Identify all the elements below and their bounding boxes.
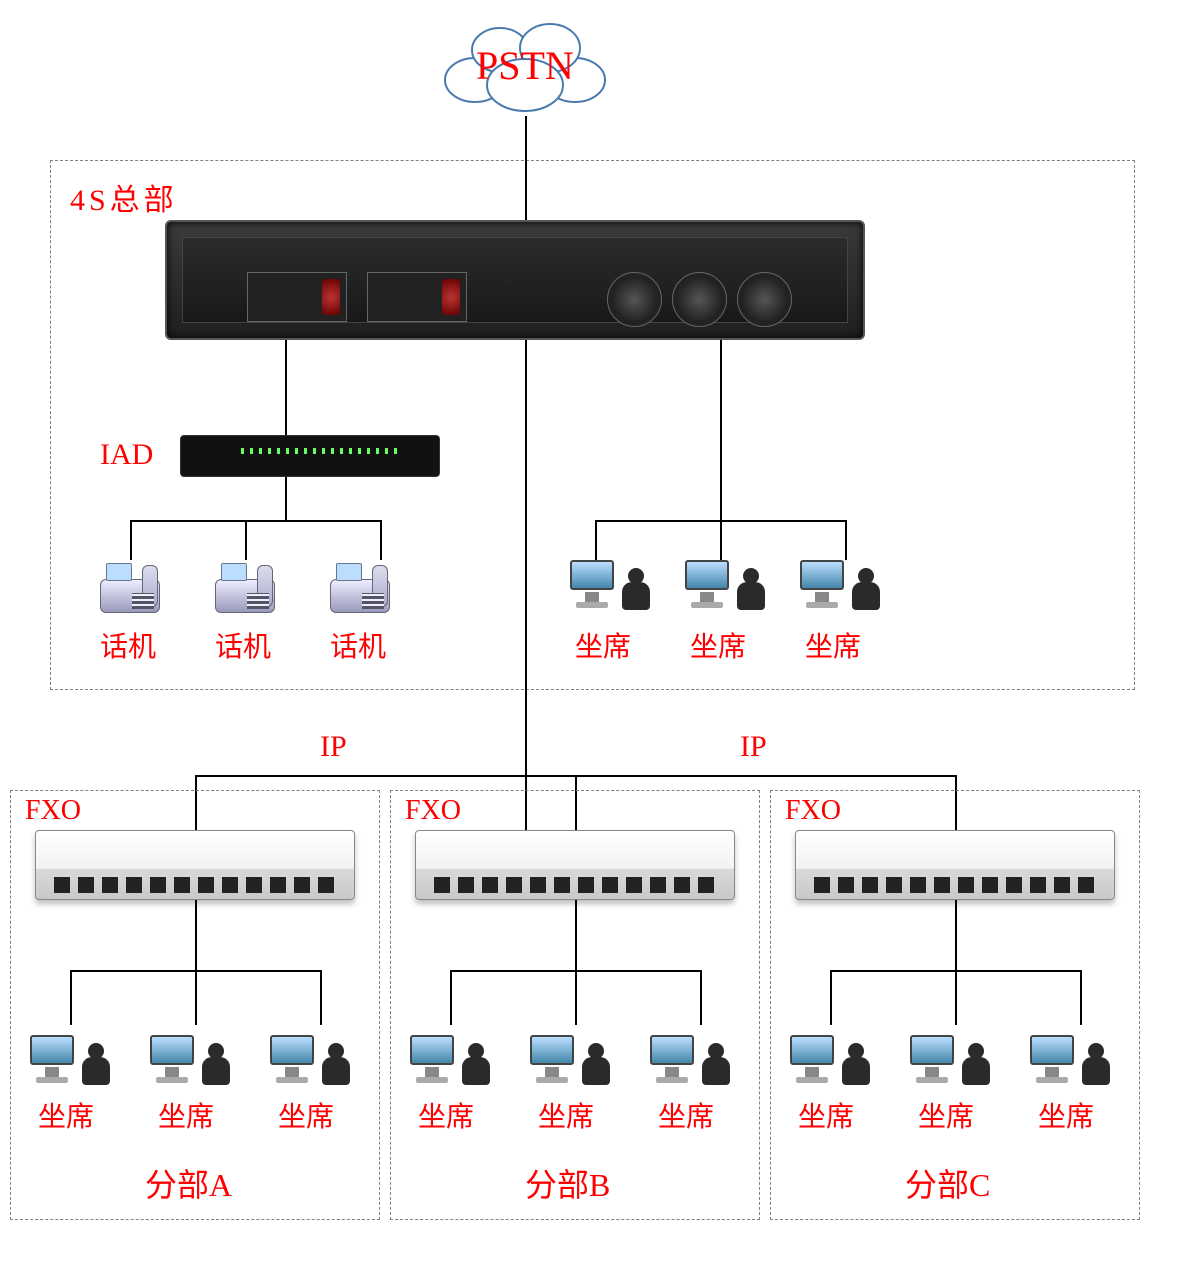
ip-label: IP xyxy=(740,730,767,764)
agent-icon xyxy=(910,1035,990,1090)
agent-icon xyxy=(530,1035,610,1090)
agent-icon xyxy=(790,1035,870,1090)
fxo-label: FXO xyxy=(405,795,461,827)
branch-name: 分部A xyxy=(145,1160,232,1206)
agent-label: 坐席 xyxy=(158,1095,214,1135)
conn-line xyxy=(720,520,722,560)
agent-icon xyxy=(410,1035,490,1090)
fxo-gateway xyxy=(795,830,1115,900)
conn-line xyxy=(245,520,247,560)
branch-name: 分部C xyxy=(905,1160,990,1206)
fxo-label: FXO xyxy=(785,795,841,827)
agent-label: 坐席 xyxy=(38,1095,94,1135)
fxo-gateway xyxy=(415,830,735,900)
agent-label: 坐席 xyxy=(418,1095,474,1135)
phone-label: 话机 xyxy=(100,625,156,665)
agent-label: 坐席 xyxy=(918,1095,974,1135)
phone-label: 话机 xyxy=(215,625,271,665)
conn-line xyxy=(380,520,382,560)
agent-label: 坐席 xyxy=(658,1095,714,1135)
phone-icon xyxy=(215,563,275,613)
iad-label: IAD xyxy=(100,438,153,472)
conn-line xyxy=(525,116,527,220)
agent-icon xyxy=(650,1035,730,1090)
agent-icon xyxy=(30,1035,110,1090)
fxo-label: FXO xyxy=(25,795,81,827)
pstn-cloud: PSTN xyxy=(430,10,620,120)
agent-label: 坐席 xyxy=(805,625,861,665)
phone-icon xyxy=(330,563,390,613)
pstn-label: PSTN xyxy=(476,42,574,89)
ip-label: IP xyxy=(320,730,347,764)
conn-line xyxy=(285,340,287,435)
phone-icon xyxy=(100,563,160,613)
iad-device xyxy=(180,435,440,477)
agent-icon xyxy=(150,1035,230,1090)
rack-server xyxy=(165,220,865,340)
agent-icon xyxy=(1030,1035,1110,1090)
agent-label: 坐席 xyxy=(278,1095,334,1135)
agent-label: 坐席 xyxy=(798,1095,854,1135)
agent-label: 坐席 xyxy=(1038,1095,1094,1135)
agent-label: 坐席 xyxy=(690,625,746,665)
agent-icon xyxy=(270,1035,350,1090)
conn-line xyxy=(845,520,847,560)
fxo-gateway xyxy=(35,830,355,900)
agent-icon xyxy=(570,560,650,615)
conn-line xyxy=(720,340,722,520)
conn-line xyxy=(130,520,380,522)
branch-name: 分部B xyxy=(525,1160,610,1206)
conn-line xyxy=(595,520,597,560)
hq-label: 4S总部 xyxy=(70,175,178,219)
agent-icon xyxy=(685,560,765,615)
agent-icon xyxy=(800,560,880,615)
phone-label: 话机 xyxy=(330,625,386,665)
conn-line xyxy=(525,340,527,830)
agent-label: 坐席 xyxy=(575,625,631,665)
conn-line xyxy=(285,477,287,520)
conn-line xyxy=(130,520,132,560)
agent-label: 坐席 xyxy=(538,1095,594,1135)
